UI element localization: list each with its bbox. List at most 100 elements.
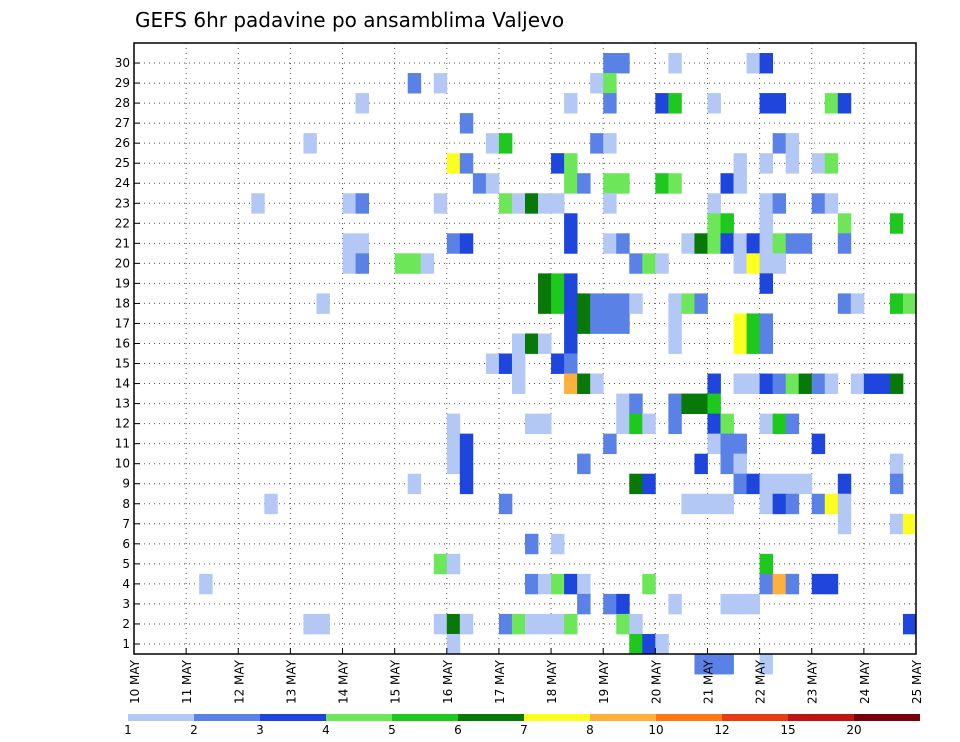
heatmap-cell: [733, 253, 747, 274]
heatmap-cell: [759, 273, 774, 294]
heatmap-cell: [629, 253, 643, 274]
x-tick-label: 21 MAY: [702, 659, 716, 704]
y-tick-label: 7: [122, 517, 130, 531]
heatmap-cell: [720, 413, 734, 435]
heatmap-cell: [785, 153, 800, 174]
heatmap-cell: [629, 293, 643, 314]
heatmap-cell: [681, 293, 695, 314]
heatmap-cell: [538, 273, 552, 294]
heatmap-cell: [590, 373, 604, 394]
x-tick-label: 18 MAY: [545, 659, 559, 704]
y-tick-label: 5: [122, 557, 130, 571]
heatmap-cell: [407, 473, 422, 495]
heatmap-cell: [564, 273, 578, 294]
heatmap-cell: [746, 473, 760, 495]
heatmap-cell: [511, 373, 526, 394]
x-tick-label: 16 MAY: [441, 659, 455, 704]
heatmap-cell: [850, 293, 865, 314]
x-tick-label: 19 MAY: [597, 659, 611, 704]
legend-swatch: [326, 714, 392, 721]
x-tick-label: 11 MAY: [180, 659, 194, 704]
heatmap-cell: [746, 53, 760, 74]
heatmap-cell: [551, 153, 565, 174]
heatmap-cell: [498, 613, 513, 635]
heatmap-cell: [577, 593, 591, 615]
heatmap-cell: [551, 353, 565, 374]
heatmap-cell: [407, 253, 422, 274]
y-tick-label: 4: [122, 577, 130, 591]
heatmap-cell: [811, 573, 826, 595]
heatmap-cell: [616, 413, 630, 435]
heatmap-cell: [707, 193, 721, 214]
heatmap-cell: [577, 453, 591, 475]
heatmap-cell: [433, 193, 448, 214]
heatmap-cell: [485, 353, 500, 374]
y-tick-label: 29: [115, 76, 130, 90]
heatmap-cell: [616, 313, 630, 334]
legend-label: 20: [846, 723, 861, 737]
heatmap-cell: [538, 333, 552, 354]
heatmap-cell: [564, 373, 578, 394]
heatmap-cell: [446, 613, 461, 635]
heatmap-cell: [603, 593, 617, 615]
heatmap-cell: [564, 293, 578, 314]
heatmap-cell: [694, 393, 708, 414]
heatmap-cell: [720, 493, 734, 515]
heatmap-cell: [720, 654, 734, 675]
heatmap-cell: [720, 233, 734, 254]
y-tick-label: 8: [122, 497, 130, 511]
heatmap-cell: [785, 413, 800, 435]
legend-swatch: [656, 714, 722, 721]
legend-label: 6: [454, 723, 462, 737]
legend-swatch: [458, 714, 524, 721]
legend-swatch: [392, 714, 458, 721]
heatmap-cell: [407, 73, 422, 94]
y-tick-label: 12: [115, 417, 130, 431]
legend-label: 2: [190, 723, 198, 737]
y-tick-label: 21: [115, 236, 130, 250]
y-tick-label: 25: [115, 156, 130, 170]
heatmap-cell: [459, 453, 474, 475]
heatmap-cell: [746, 333, 760, 354]
heatmap-cell: [785, 473, 800, 495]
heatmap-cell: [837, 293, 852, 314]
heatmap-cell: [420, 253, 435, 274]
heatmap-cell: [759, 153, 774, 174]
heatmap-cell: [733, 433, 747, 455]
heatmap-cell: [564, 333, 578, 354]
heatmap-cell: [551, 293, 565, 314]
heatmap-cell: [759, 654, 774, 675]
y-axis-ticks: 1234567891011121314151617181920212223242…: [115, 56, 140, 651]
heatmap-cell: [525, 413, 539, 435]
heatmap-cell: [538, 293, 552, 314]
heatmap-cell: [811, 193, 826, 214]
heatmap-cell: [746, 253, 760, 274]
heatmap-cell: [590, 73, 604, 94]
heatmap-cell: [759, 93, 774, 114]
heatmap-cell: [551, 573, 565, 595]
heatmap-cell: [733, 473, 747, 495]
heatmap-cell: [498, 353, 513, 374]
heatmap-cell: [707, 493, 721, 515]
heatmap-cell: [720, 173, 734, 194]
heatmap-cell: [772, 233, 787, 254]
y-tick-label: 27: [115, 116, 130, 130]
heatmap-cell: [811, 433, 826, 455]
y-tick-label: 11: [115, 437, 130, 451]
heatmap-cell: [772, 93, 787, 114]
heatmap-cell: [394, 253, 409, 274]
legend-swatch: [260, 714, 326, 721]
heatmap-cell: [837, 493, 852, 515]
y-tick-label: 24: [115, 176, 130, 190]
heatmap-cell: [316, 613, 330, 635]
y-tick-label: 13: [115, 397, 130, 411]
heatmap-cell: [707, 654, 721, 675]
legend-swatch: [128, 714, 194, 721]
heatmap-cell: [668, 593, 682, 615]
heatmap-cell: [759, 233, 774, 254]
heatmap-cell: [355, 253, 369, 274]
heatmap-cell: [759, 193, 774, 214]
heatmap-cell: [902, 293, 917, 314]
heatmap-cell: [824, 193, 839, 214]
heatmap-cell: [746, 233, 760, 254]
